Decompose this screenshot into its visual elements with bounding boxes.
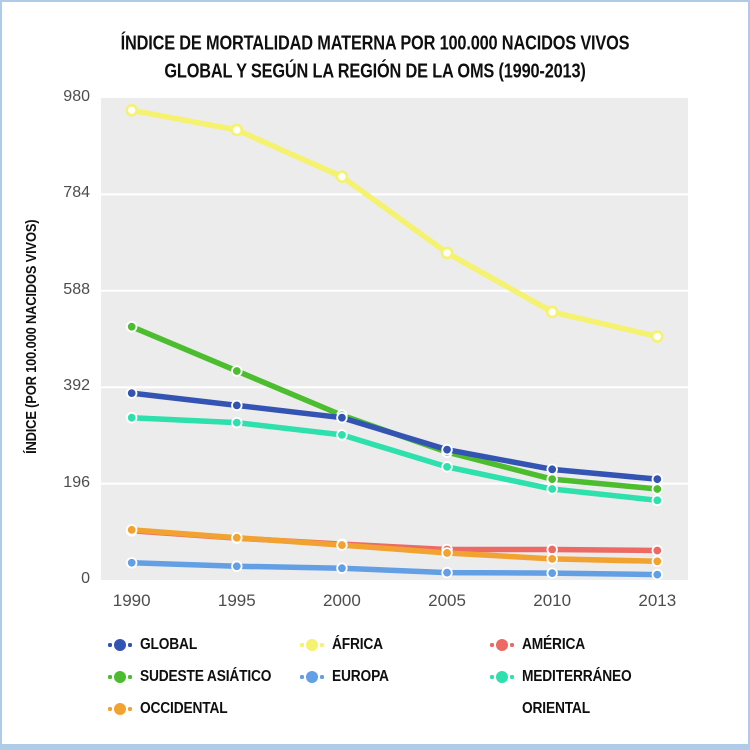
legend-label-europa: EUROPA	[332, 668, 389, 685]
point-global-2005	[441, 443, 453, 456]
legend-dash	[108, 675, 112, 679]
y-tick-label-980: 980	[63, 88, 90, 105]
point-occidental-1990	[125, 524, 138, 536]
legend-label-oriental: ORIENTAL	[522, 700, 590, 717]
legend-dash	[108, 707, 112, 711]
y-tick-label-588: 588	[63, 280, 90, 298]
legend-label-america: AMÉRICA	[522, 636, 586, 653]
point-europa-2000	[336, 562, 348, 574]
legend-label-global: GLOBAL	[140, 636, 198, 653]
line-mediterraneo-oriental	[128, 414, 661, 504]
legend-marker-icon-occidental	[108, 703, 132, 715]
legend-label-africa: ÁFRICA	[332, 636, 383, 653]
point-mediterraneo-oriental-1990	[125, 411, 138, 424]
point-africa-2013	[650, 330, 664, 343]
point-occidental-2013	[651, 555, 664, 568]
y-tick-label-196: 196	[63, 473, 90, 491]
point-sudeste-asiatico-2013	[651, 483, 664, 495]
x-tick-label-2005: 2005	[428, 591, 466, 610]
x-tick-label-2010: 2010	[533, 591, 572, 610]
legend-marker-icon-africa	[300, 639, 324, 651]
x-tick-label-1990: 1990	[112, 591, 151, 610]
line-africa	[128, 107, 661, 340]
point-sudeste-asiatico-1990	[125, 321, 138, 333]
point-global-2010	[546, 463, 558, 476]
point-europa-1995	[231, 560, 243, 572]
point-europa-2010	[546, 567, 558, 579]
chart-title: ÍNDICE DE MORTALIDAD MATERNA POR 100.000…	[0, 30, 750, 86]
y-tick-label-0: 0	[81, 570, 90, 587]
point-europa-2013	[651, 568, 664, 581]
legend-dash	[300, 643, 304, 647]
point-sudeste-asiatico-2010	[546, 473, 558, 485]
point-europa-1990	[125, 557, 138, 569]
legend-dot	[114, 671, 126, 683]
point-africa-1990	[125, 103, 138, 117]
legend-dot	[306, 671, 318, 683]
y-tick-label-392: 392	[63, 377, 90, 395]
legend-dash	[128, 707, 132, 711]
plot-area	[101, 98, 688, 580]
x-tick-label-2000: 2000	[323, 591, 361, 610]
legend-dash	[490, 643, 494, 647]
legend-dot	[496, 639, 508, 651]
legend-marker-icon-america	[490, 639, 514, 651]
legend-label-occidental: OCCIDENTAL	[140, 700, 228, 717]
point-africa-2010	[545, 305, 559, 319]
point-occidental-1995	[231, 532, 243, 544]
legend-marker-icon-mediterraneo	[490, 671, 514, 683]
y-tick-label-784: 784	[63, 184, 90, 202]
chart-title-line2: GLOBAL Y SEGÚN LA REGIÓN DE LA OMS (1990…	[164, 60, 586, 83]
point-africa-2005	[440, 246, 454, 260]
point-global-1995	[231, 399, 243, 412]
legend-dot	[114, 703, 126, 715]
line-europa	[128, 560, 661, 578]
point-occidental-2000	[336, 539, 348, 551]
point-sudeste-asiatico-1995	[231, 365, 243, 377]
x-tick-label-1995: 1995	[217, 591, 256, 610]
legend-dash	[128, 675, 132, 679]
legend-dot	[114, 639, 126, 651]
point-global-1990	[125, 387, 138, 399]
point-global-2013	[651, 473, 664, 485]
legend-marker-icon-europa	[300, 671, 324, 683]
legend-dash	[300, 675, 304, 679]
point-america-2013	[651, 544, 664, 557]
point-mediterraneo-oriental-2005	[441, 461, 453, 473]
line-global	[128, 390, 661, 482]
chart-title-line1: ÍNDICE DE MORTALIDAD MATERNA POR 100.000…	[120, 32, 630, 55]
point-global-2000	[336, 411, 348, 424]
legend-dot	[306, 639, 318, 651]
legend-marker-icon-sudeste-asiatico	[108, 671, 132, 683]
legend-dash	[510, 643, 514, 647]
point-mediterraneo-oriental-1995	[231, 416, 243, 429]
x-tick-label-2013: 2013	[638, 591, 677, 610]
legend-dash	[128, 643, 132, 647]
y-axis-title: ÍNDICE (POR 100.000 NACIDOS VIVOS)	[23, 219, 40, 455]
point-occidental-2005	[441, 547, 453, 559]
legend-dash	[510, 675, 514, 679]
point-europa-2005	[441, 566, 453, 579]
legend-dash	[320, 675, 324, 679]
point-mediterraneo-oriental-2000	[336, 429, 348, 441]
legend-dot	[496, 671, 508, 683]
legend-dash	[320, 643, 324, 647]
point-america-2010	[546, 543, 558, 556]
legend-dash	[490, 675, 494, 679]
legend-label-sudeste-asiatico: SUDESTE ASIÁTICO	[140, 668, 272, 685]
point-africa-2000	[335, 170, 349, 183]
point-mediterraneo-oriental-2010	[546, 483, 558, 495]
point-occidental-2010	[546, 553, 558, 565]
legend-dash	[108, 643, 112, 647]
legend-label-mediterraneo: MEDITERRÁNEO	[522, 668, 632, 685]
line-occidental	[128, 527, 661, 565]
point-mediterraneo-oriental-2013	[651, 494, 664, 507]
legend-marker-icon-global	[108, 639, 132, 651]
point-africa-1995	[230, 123, 244, 137]
